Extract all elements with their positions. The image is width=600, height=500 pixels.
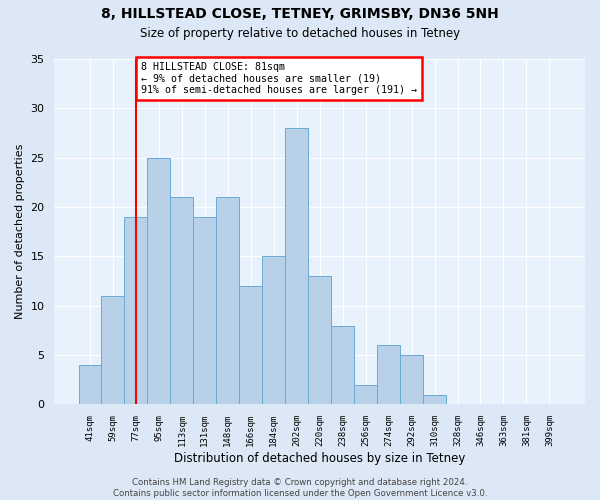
X-axis label: Distribution of detached houses by size in Tetney: Distribution of detached houses by size …: [174, 452, 466, 465]
Text: 8 HILLSTEAD CLOSE: 81sqm
← 9% of detached houses are smaller (19)
91% of semi-de: 8 HILLSTEAD CLOSE: 81sqm ← 9% of detache…: [140, 62, 416, 95]
Bar: [101, 296, 124, 405]
Bar: [285, 128, 308, 404]
Bar: [354, 384, 377, 404]
Bar: [217, 197, 239, 404]
Text: 8, HILLSTEAD CLOSE, TETNEY, GRIMSBY, DN36 5NH: 8, HILLSTEAD CLOSE, TETNEY, GRIMSBY, DN3…: [101, 8, 499, 22]
Bar: [239, 286, 262, 405]
Bar: [331, 326, 354, 404]
Bar: [79, 365, 101, 405]
Text: Contains HM Land Registry data © Crown copyright and database right 2024.
Contai: Contains HM Land Registry data © Crown c…: [113, 478, 487, 498]
Bar: [377, 345, 400, 405]
Bar: [400, 355, 423, 405]
Bar: [170, 197, 193, 404]
Text: Size of property relative to detached houses in Tetney: Size of property relative to detached ho…: [140, 28, 460, 40]
Bar: [148, 158, 170, 404]
Bar: [423, 394, 446, 404]
Bar: [262, 256, 285, 404]
Y-axis label: Number of detached properties: Number of detached properties: [15, 144, 25, 320]
Bar: [308, 276, 331, 404]
Bar: [193, 217, 217, 404]
Bar: [124, 217, 148, 404]
